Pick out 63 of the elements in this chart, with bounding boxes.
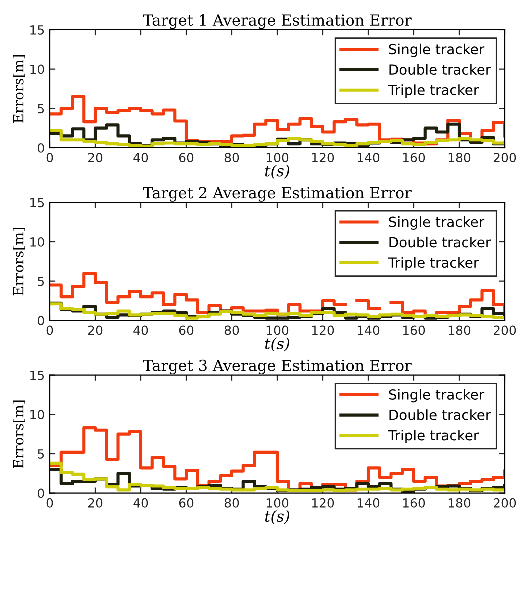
x-tick-label: 160: [403, 498, 426, 508]
legend-label: Triple tracker: [388, 430, 480, 444]
legend-label: Double tracker: [390, 410, 492, 420]
y-tick-label: 10: [30, 64, 44, 74]
chart-title: Target 1 Average Estimation Error: [143, 14, 412, 30]
x-tick-label: 200: [494, 326, 516, 336]
x-tick-label: 140: [358, 153, 380, 163]
x-tick-label: 100: [266, 498, 289, 508]
x-tick-label: 120: [312, 153, 334, 163]
x-tick-label: 200: [494, 153, 516, 163]
x-tick-label: 40: [134, 498, 148, 508]
y-axis-title: Errors[m]: [13, 400, 26, 468]
x-tick-label: 60: [179, 153, 194, 163]
x-tick-label: 20: [88, 326, 103, 336]
y-tick-label: 15: [30, 370, 44, 380]
x-tick-label: 100: [266, 326, 289, 336]
legend-label: Double tracker: [390, 236, 492, 248]
x-tick-label: 60: [179, 498, 194, 508]
x-tick-label: 80: [224, 153, 240, 163]
x-axis-title: t(s): [265, 510, 290, 524]
y-tick-label: 15: [30, 26, 44, 35]
chart-title: Target 3 Average Estimation Error: [143, 360, 412, 375]
x-tick-label: 40: [134, 326, 148, 336]
y-tick-label: 10: [30, 410, 44, 420]
y-tick-label: 5: [38, 104, 44, 114]
x-tick-label: 80: [224, 326, 240, 336]
x-axis-title: t(s): [265, 164, 290, 179]
y-tick-label: 5: [38, 276, 44, 286]
y-tick-label: 5: [38, 450, 44, 459]
x-tick-label: 0: [46, 153, 54, 163]
x-tick-label: 0: [46, 326, 54, 336]
legend-label: Single tracker: [389, 389, 485, 403]
x-tick-label: 180: [448, 326, 471, 336]
y-tick-label: 0: [38, 143, 44, 153]
x-tick-label: 120: [312, 326, 334, 336]
x-tick-label: 200: [494, 498, 516, 508]
x-tick-label: 160: [403, 326, 426, 336]
legend-label: Triple tracker: [388, 257, 480, 271]
legend-label: Single tracker: [389, 44, 485, 58]
legend-label: Single tracker: [389, 216, 485, 230]
x-axis-title: t(s): [265, 338, 290, 352]
x-tick-label: 80: [224, 498, 240, 508]
x-tick-label: 40: [134, 153, 148, 163]
y-tick-label: 0: [38, 316, 44, 326]
chart-title: Target 2 Average Estimation Error: [143, 187, 412, 202]
x-tick-label: 20: [88, 153, 103, 163]
x-tick-label: 120: [312, 498, 334, 508]
x-tick-label: 140: [358, 326, 380, 336]
x-tick-label: 100: [266, 153, 289, 163]
x-tick-label: 0: [46, 498, 54, 508]
y-tick-label: 0: [38, 488, 44, 498]
x-tick-label: 180: [448, 498, 471, 508]
x-tick-label: 60: [179, 326, 194, 336]
x-tick-label: 180: [448, 153, 471, 163]
x-tick-label: 160: [403, 153, 426, 163]
y-axis-title: Errors[m]: [13, 228, 26, 296]
y-tick-label: 15: [30, 198, 44, 208]
y-axis-title: Errors[m]: [13, 55, 26, 124]
legend-label: Double tracker: [390, 64, 492, 76]
x-tick-label: 20: [88, 498, 103, 508]
legend-label: Triple tracker: [388, 84, 480, 98]
y-tick-label: 10: [30, 237, 44, 247]
x-tick-label: 140: [358, 498, 380, 508]
